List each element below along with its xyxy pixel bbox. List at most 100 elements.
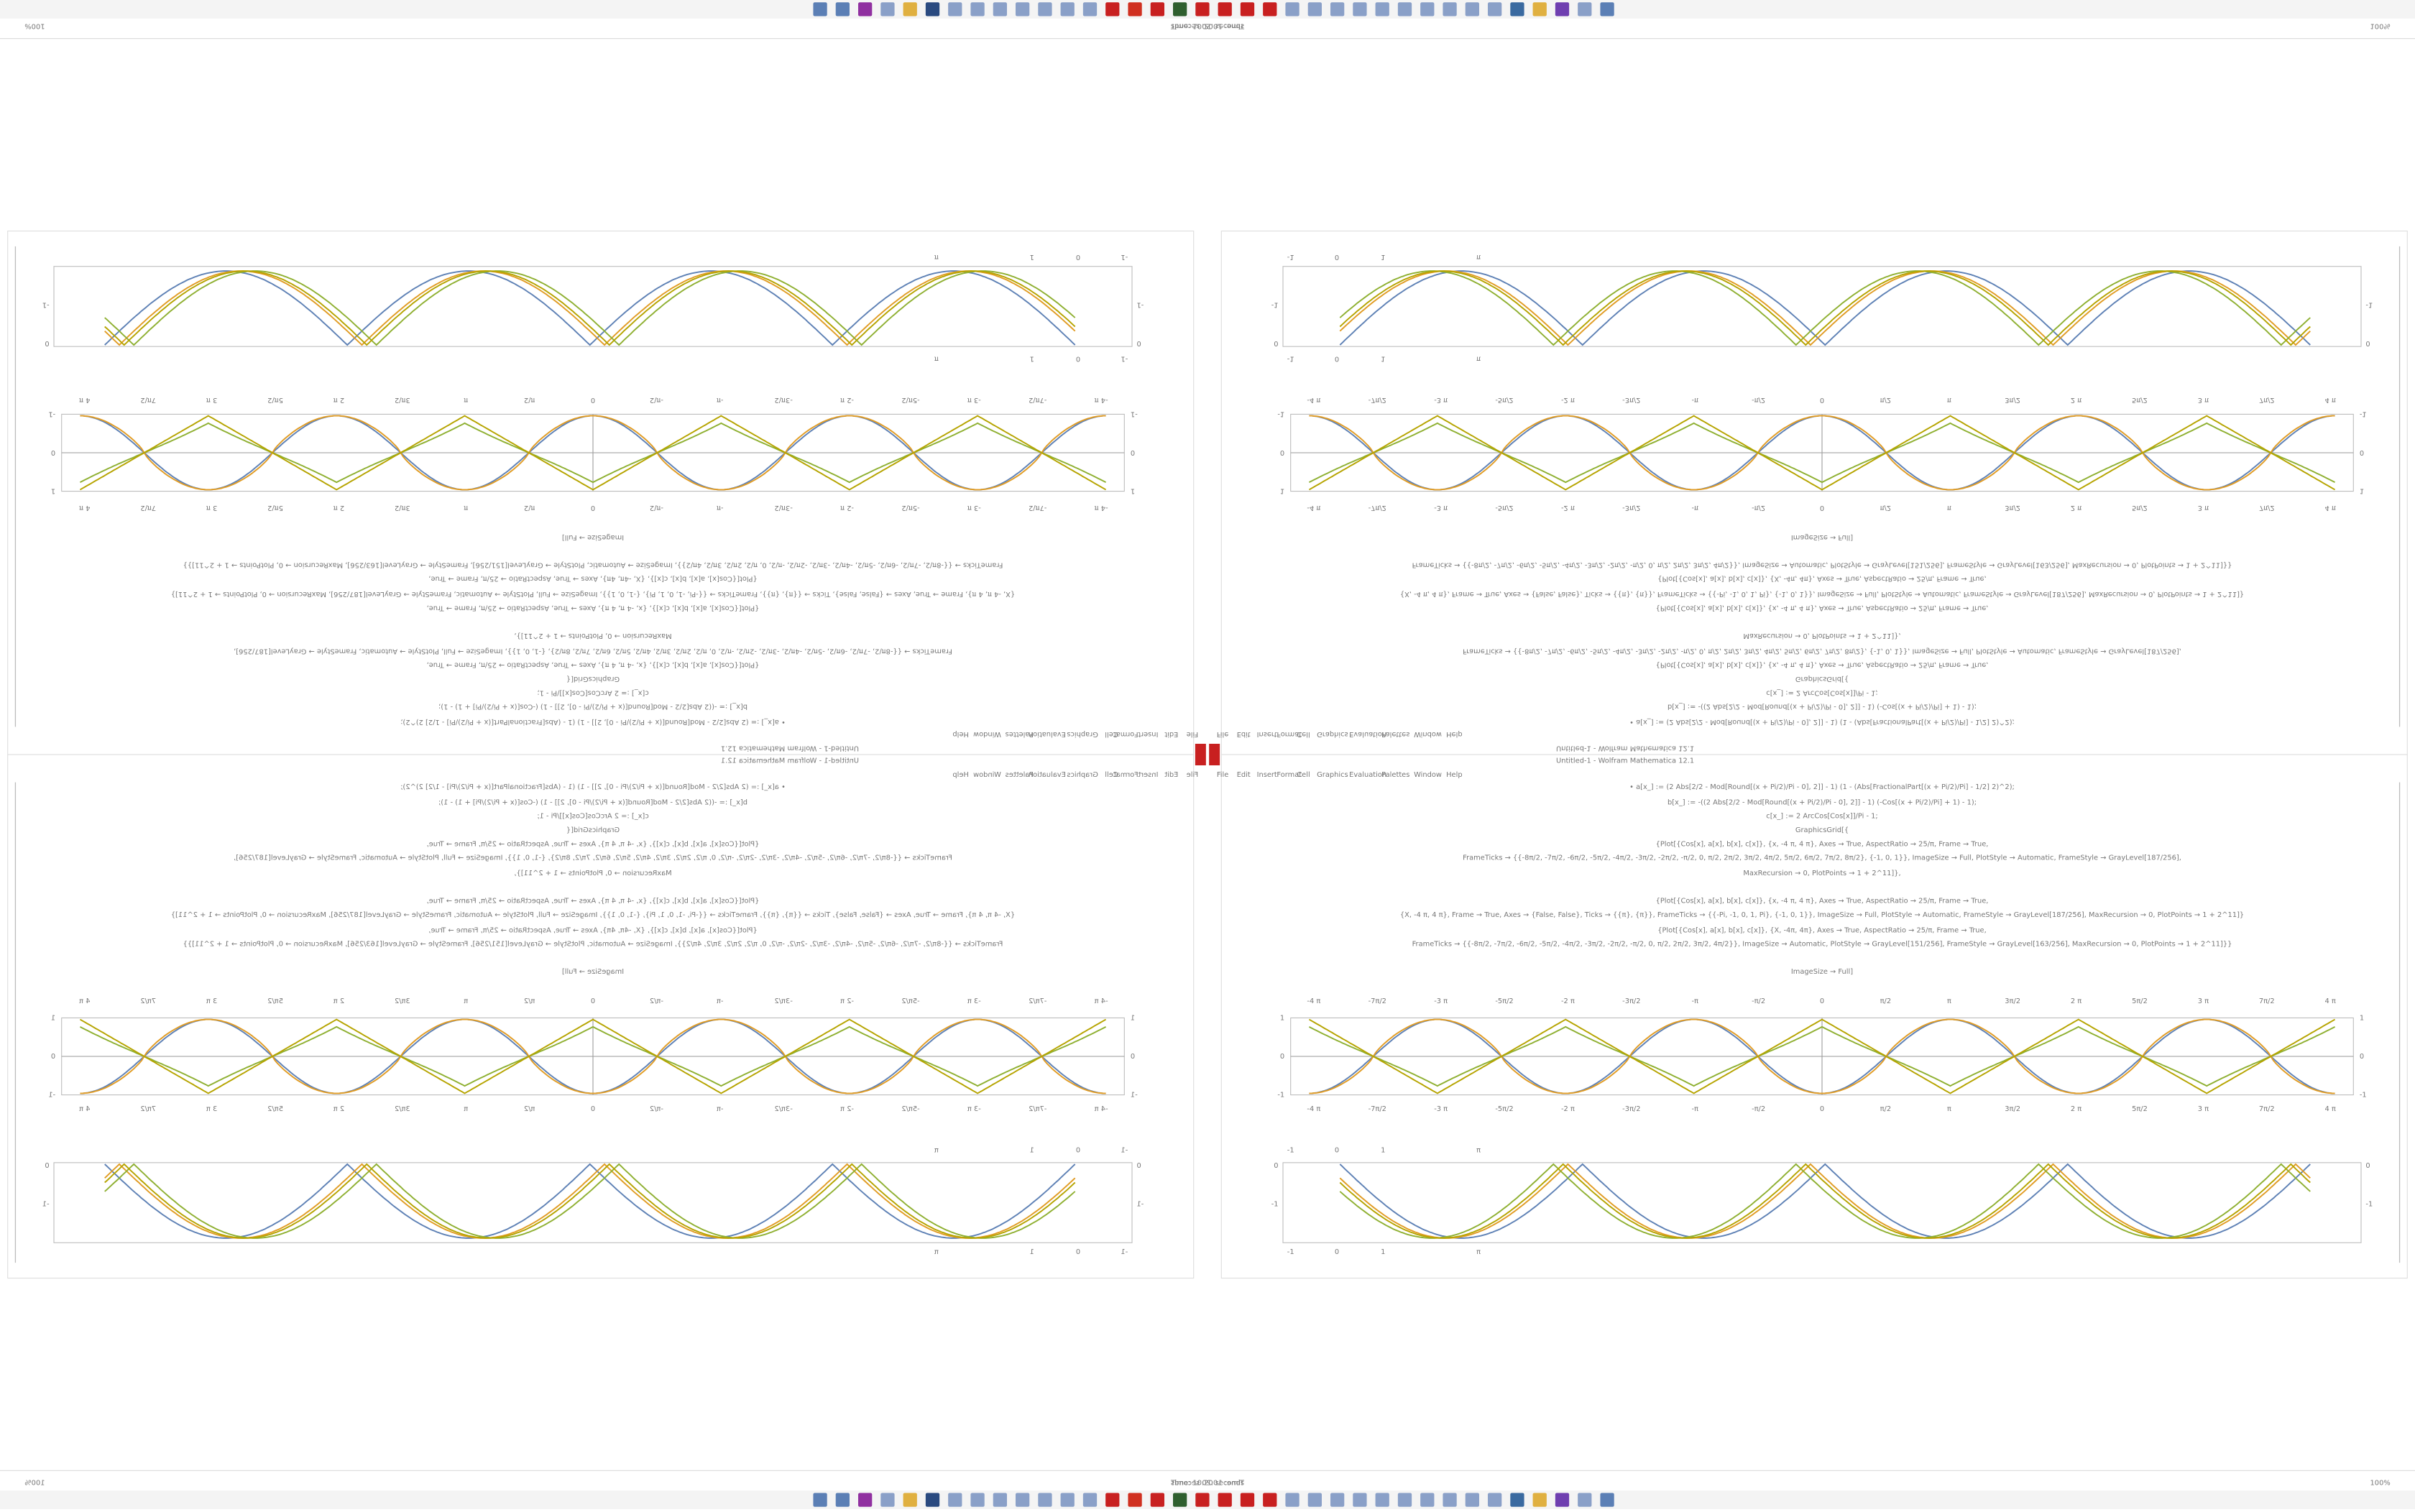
taskbar-icon[interactable] xyxy=(1397,1493,1412,1507)
taskbar-icon[interactable] xyxy=(835,2,850,17)
taskbar-icon[interactable] xyxy=(1016,1493,1030,1507)
menu-item[interactable]: Cell xyxy=(1105,730,1118,738)
taskbar-icon[interactable] xyxy=(1307,1493,1322,1507)
taskbar-icon[interactable] xyxy=(1443,2,1457,17)
menu-item[interactable]: Edit xyxy=(1237,771,1251,779)
menu-item[interactable]: File xyxy=(1217,771,1228,779)
close-button[interactable] xyxy=(1195,755,1206,765)
taskbar-icon[interactable] xyxy=(1016,2,1030,17)
taskbar-icon[interactable] xyxy=(1038,1493,1052,1507)
taskbar-icon[interactable] xyxy=(1420,1493,1435,1507)
taskbar-icon[interactable] xyxy=(1375,1493,1389,1507)
menu-item[interactable]: Cell xyxy=(1105,771,1118,779)
menu-item[interactable]: Palettes xyxy=(1006,730,1034,738)
taskbar-icon[interactable] xyxy=(1240,2,1255,17)
menu-item[interactable]: Insert xyxy=(1138,771,1158,779)
menu-item[interactable]: Insert xyxy=(1138,730,1158,738)
taskbar-icon[interactable] xyxy=(1397,2,1412,17)
menu-item[interactable]: Graphics xyxy=(1317,771,1348,779)
menu-item[interactable]: Help xyxy=(952,730,968,738)
taskbar-icon[interactable] xyxy=(948,1493,962,1507)
taskbar-icon[interactable] xyxy=(948,2,962,17)
taskbar-icon[interactable] xyxy=(1307,2,1322,17)
taskbar-icon[interactable] xyxy=(1082,2,1098,17)
taskbar-icon[interactable] xyxy=(1128,1493,1142,1507)
close-button[interactable] xyxy=(1209,744,1220,755)
taskbar-icon[interactable] xyxy=(813,2,827,17)
taskbar-icon[interactable] xyxy=(1038,2,1052,17)
menu-item[interactable]: Format xyxy=(1276,730,1302,738)
taskbar-icon[interactable] xyxy=(1600,1493,1614,1507)
taskbar-icon[interactable] xyxy=(1578,1493,1592,1507)
taskbar-icon[interactable] xyxy=(1150,2,1164,17)
taskbar-icon[interactable] xyxy=(925,2,940,17)
taskbar-icon[interactable] xyxy=(1150,1493,1164,1507)
taskbar-icon[interactable] xyxy=(1600,2,1614,17)
taskbar-icon[interactable] xyxy=(1353,2,1367,17)
taskbar-icon[interactable] xyxy=(1510,2,1524,17)
menu-item[interactable]: Graphics xyxy=(1067,730,1098,738)
menu-item[interactable]: File xyxy=(1187,771,1198,779)
taskbar-icon[interactable] xyxy=(1285,2,1300,17)
menu-item[interactable]: Window xyxy=(1414,730,1442,738)
menu-item[interactable]: File xyxy=(1187,730,1198,738)
taskbar-icon[interactable] xyxy=(1532,1493,1547,1507)
taskbar-icon[interactable] xyxy=(1060,2,1075,17)
taskbar-icon[interactable] xyxy=(835,1493,850,1507)
taskbar-icon[interactable] xyxy=(858,1493,873,1507)
taskbar-icon[interactable] xyxy=(1195,1493,1210,1507)
menu-item[interactable]: Palettes xyxy=(1381,730,1409,738)
taskbar-icon[interactable] xyxy=(1195,2,1210,17)
menu-item[interactable]: Format xyxy=(1113,771,1138,779)
taskbar-icon[interactable] xyxy=(970,2,985,17)
menu-item[interactable]: Edit xyxy=(1237,730,1251,738)
taskbar-icon[interactable] xyxy=(1443,1493,1457,1507)
menu-item[interactable]: Help xyxy=(952,771,968,779)
taskbar-icon[interactable] xyxy=(813,1493,827,1507)
taskbar-icon[interactable] xyxy=(1263,1493,1277,1507)
menu-item[interactable]: Window xyxy=(1414,771,1442,779)
menu-item[interactable]: Help xyxy=(1446,730,1462,738)
close-button[interactable] xyxy=(1195,744,1206,755)
taskbar-icon[interactable] xyxy=(1285,1493,1300,1507)
taskbar-icon[interactable] xyxy=(1218,2,1232,17)
taskbar-icon[interactable] xyxy=(1105,2,1120,17)
taskbar-icon[interactable] xyxy=(1128,2,1142,17)
menu-item[interactable]: Evaluation xyxy=(1029,730,1066,738)
taskbar-icon[interactable] xyxy=(1420,2,1435,17)
taskbar-icon[interactable] xyxy=(1353,1493,1367,1507)
taskbar-icon[interactable] xyxy=(1060,1493,1075,1507)
taskbar-icon[interactable] xyxy=(903,1493,917,1507)
menu-item[interactable]: Palettes xyxy=(1381,771,1409,779)
menu-item[interactable]: Palettes xyxy=(1006,771,1034,779)
taskbar-icon[interactable] xyxy=(1173,2,1187,17)
menu-item[interactable]: Format xyxy=(1113,730,1138,738)
menu-item[interactable]: Cell xyxy=(1297,730,1310,738)
taskbar-icon[interactable] xyxy=(1240,1493,1255,1507)
taskbar-icon[interactable] xyxy=(1375,2,1389,17)
taskbar-icon[interactable] xyxy=(1555,1493,1570,1507)
menu-item[interactable]: Evaluation xyxy=(1029,771,1066,779)
taskbar-icon[interactable] xyxy=(1465,1493,1479,1507)
menu-item[interactable]: Cell xyxy=(1297,771,1310,779)
taskbar-icon[interactable] xyxy=(993,1493,1007,1507)
taskbar-icon[interactable] xyxy=(1263,2,1277,17)
close-button[interactable] xyxy=(1209,755,1220,765)
taskbar-icon[interactable] xyxy=(1330,1493,1345,1507)
menu-item[interactable]: Graphics xyxy=(1067,771,1098,779)
taskbar-icon[interactable] xyxy=(880,2,895,17)
taskbar-icon[interactable] xyxy=(993,2,1007,17)
taskbar-icon[interactable] xyxy=(1555,2,1570,17)
taskbar-icon[interactable] xyxy=(1330,2,1345,17)
taskbar-icon[interactable] xyxy=(1488,1493,1502,1507)
menu-item[interactable]: Evaluation xyxy=(1349,771,1386,779)
taskbar-icon[interactable] xyxy=(1173,1493,1187,1507)
menu-item[interactable]: Format xyxy=(1276,771,1302,779)
menu-item[interactable]: File xyxy=(1217,730,1228,738)
menu-item[interactable]: Insert xyxy=(1257,730,1277,738)
menu-item[interactable]: Edit xyxy=(1164,771,1178,779)
menu-item[interactable]: Help xyxy=(1446,771,1462,779)
taskbar-icon[interactable] xyxy=(925,1493,940,1507)
taskbar-icon[interactable] xyxy=(1510,1493,1524,1507)
taskbar-icon[interactable] xyxy=(880,1493,895,1507)
